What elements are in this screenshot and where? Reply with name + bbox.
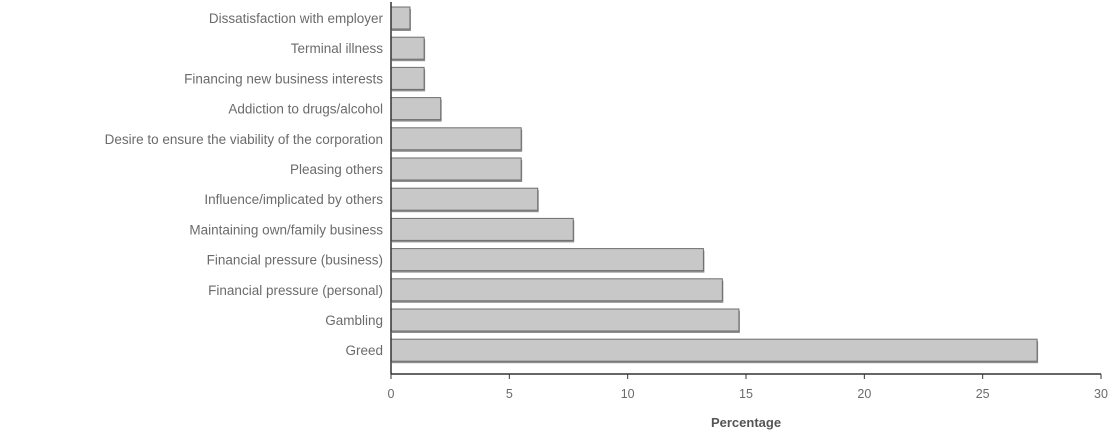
bar <box>390 248 704 272</box>
bar <box>390 217 574 241</box>
category-labels-group: Dissatisfaction with employer Terminal il… <box>105 11 384 358</box>
category-label: Greed <box>345 343 383 358</box>
category-label: Maintaining own/family business <box>189 222 383 237</box>
x-tick-label: 5 <box>506 387 513 401</box>
x-axis-title: Percentage <box>711 415 781 430</box>
x-tick-label: 25 <box>976 387 990 401</box>
category-label: Terminal illness <box>291 41 384 56</box>
category-label: Gambling <box>325 313 383 328</box>
category-label: Dissatisfaction with employer <box>209 11 384 26</box>
category-label: Financial pressure (business) <box>207 253 383 268</box>
bar <box>390 187 539 211</box>
bars-group <box>390 6 1039 364</box>
category-label: Financing new business interests <box>184 71 383 86</box>
x-tick-label: 10 <box>621 387 635 401</box>
bar <box>390 308 740 332</box>
bar <box>390 6 411 30</box>
bar <box>390 36 425 60</box>
bar <box>390 338 1038 362</box>
category-label: Financial pressure (personal) <box>208 283 383 298</box>
x-tick-label: 20 <box>857 387 871 401</box>
bar <box>390 157 522 181</box>
category-label: Influence/implicated by others <box>204 192 383 207</box>
category-label: Addiction to drugs/alcohol <box>228 102 383 117</box>
x-tick-label: 30 <box>1094 387 1108 401</box>
bar <box>390 66 425 90</box>
x-ticks-group: 0 5 10 15 20 25 30 <box>388 374 1108 401</box>
bar <box>390 278 723 302</box>
bar <box>390 127 522 151</box>
bar <box>390 97 442 121</box>
category-label: Desire to ensure the viability of the co… <box>105 132 383 147</box>
x-tick-label: 15 <box>739 387 753 401</box>
x-tick-label: 0 <box>388 387 395 401</box>
category-label: Pleasing others <box>290 162 383 177</box>
